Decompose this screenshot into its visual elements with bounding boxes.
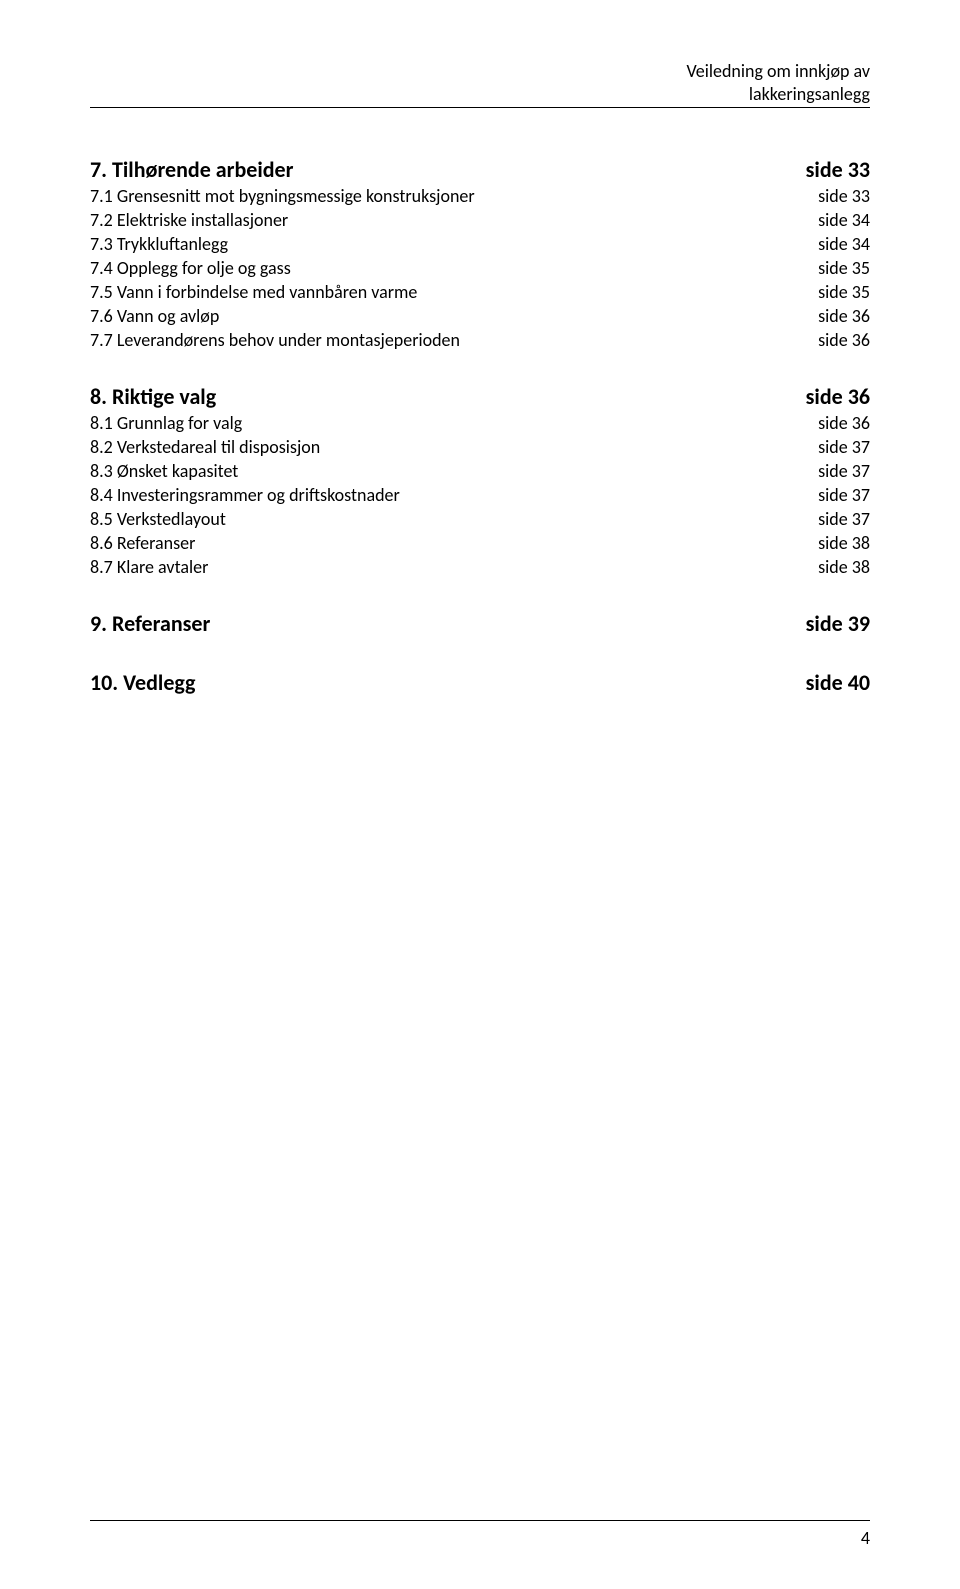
toc-item-row: 8.4 Investeringsrammer og driftskostnade… <box>90 484 870 506</box>
toc-item-row: 8.5 Verkstedlayout side 37 <box>90 508 870 530</box>
toc-item-row: 8.1 Grunnlag for valg side 36 <box>90 412 870 434</box>
toc-item-row: 7.6 Vann og avløp side 36 <box>90 305 870 327</box>
toc-heading-page: side 33 <box>806 156 870 183</box>
toc-heading-page: side 40 <box>806 669 870 696</box>
toc-item-label: 8.3 Ønsket kapasitet <box>90 460 238 482</box>
toc-heading-row: 9. Referanser side 39 <box>90 610 870 637</box>
document-header: Veiledning om innkjøp av lakkeringsanleg… <box>90 60 870 105</box>
toc-heading-row: 7. Tilhørende arbeider side 33 <box>90 156 870 183</box>
toc-item-row: 7.1 Grensesnitt mot bygningsmessige kons… <box>90 185 870 207</box>
toc-section-7: 7. Tilhørende arbeider side 33 7.1 Grens… <box>90 156 870 351</box>
toc-content: 7. Tilhørende arbeider side 33 7.1 Grens… <box>90 108 870 1520</box>
toc-item-label: 7.7 Leverandørens behov under montasjepe… <box>90 329 460 351</box>
footer-rule <box>90 1520 870 1521</box>
document-footer: 4 <box>90 1520 870 1549</box>
header-line-1: Veiledning om innkjøp av <box>90 60 870 83</box>
toc-item-page: side 36 <box>818 329 870 351</box>
toc-item-row: 8.6 Referanser side 38 <box>90 532 870 554</box>
toc-item-page: side 34 <box>818 209 870 231</box>
toc-heading-label: 10. Vedlegg <box>90 669 195 696</box>
toc-item-row: 7.4 Opplegg for olje og gass side 35 <box>90 257 870 279</box>
toc-item-row: 7.5 Vann i forbindelse med vannbåren var… <box>90 281 870 303</box>
toc-item-page: side 36 <box>818 305 870 327</box>
toc-item-page: side 33 <box>818 185 870 207</box>
toc-item-row: 7.7 Leverandørens behov under montasjepe… <box>90 329 870 351</box>
toc-item-label: 7.5 Vann i forbindelse med vannbåren var… <box>90 281 417 303</box>
toc-heading-page: side 36 <box>806 383 870 410</box>
toc-item-label: 8.1 Grunnlag for valg <box>90 412 242 434</box>
toc-heading-page: side 39 <box>806 610 870 637</box>
toc-item-page: side 37 <box>818 436 870 458</box>
toc-item-page: side 37 <box>818 484 870 506</box>
toc-item-page: side 37 <box>818 508 870 530</box>
toc-item-label: 7.6 Vann og avløp <box>90 305 219 327</box>
toc-item-page: side 35 <box>818 257 870 279</box>
header-line-2: lakkeringsanlegg <box>90 83 870 106</box>
toc-heading-row: 10. Vedlegg side 40 <box>90 669 870 696</box>
toc-item-label: 8.4 Investeringsrammer og driftskostnade… <box>90 484 400 506</box>
toc-item-row: 8.3 Ønsket kapasitet side 37 <box>90 460 870 482</box>
page-number: 4 <box>90 1527 870 1549</box>
toc-item-page: side 37 <box>818 460 870 482</box>
toc-item-label: 8.2 Verkstedareal til disposisjon <box>90 436 320 458</box>
toc-heading-row: 8. Riktige valg side 36 <box>90 383 870 410</box>
toc-item-page: side 35 <box>818 281 870 303</box>
toc-heading-label: 7. Tilhørende arbeider <box>90 156 293 183</box>
toc-item-page: side 34 <box>818 233 870 255</box>
toc-item-label: 7.2 Elektriske installasjoner <box>90 209 288 231</box>
toc-item-label: 7.3 Trykkluftanlegg <box>90 233 228 255</box>
document-page: Veiledning om innkjøp av lakkeringsanleg… <box>0 0 960 1589</box>
toc-item-row: 8.7 Klare avtaler side 38 <box>90 556 870 578</box>
toc-section-9: 9. Referanser side 39 <box>90 610 870 637</box>
toc-item-label: 7.1 Grensesnitt mot bygningsmessige kons… <box>90 185 475 207</box>
toc-item-label: 8.5 Verkstedlayout <box>90 508 226 530</box>
toc-item-label: 8.6 Referanser <box>90 532 195 554</box>
toc-item-label: 8.7 Klare avtaler <box>90 556 208 578</box>
toc-heading-label: 9. Referanser <box>90 610 210 637</box>
toc-item-label: 7.4 Opplegg for olje og gass <box>90 257 291 279</box>
toc-item-page: side 38 <box>818 532 870 554</box>
toc-item-row: 7.2 Elektriske installasjoner side 34 <box>90 209 870 231</box>
toc-heading-label: 8. Riktige valg <box>90 383 216 410</box>
toc-section-10: 10. Vedlegg side 40 <box>90 669 870 696</box>
toc-item-page: side 38 <box>818 556 870 578</box>
toc-item-row: 7.3 Trykkluftanlegg side 34 <box>90 233 870 255</box>
toc-item-page: side 36 <box>818 412 870 434</box>
toc-section-8: 8. Riktige valg side 36 8.1 Grunnlag for… <box>90 383 870 578</box>
toc-item-row: 8.2 Verkstedareal til disposisjon side 3… <box>90 436 870 458</box>
